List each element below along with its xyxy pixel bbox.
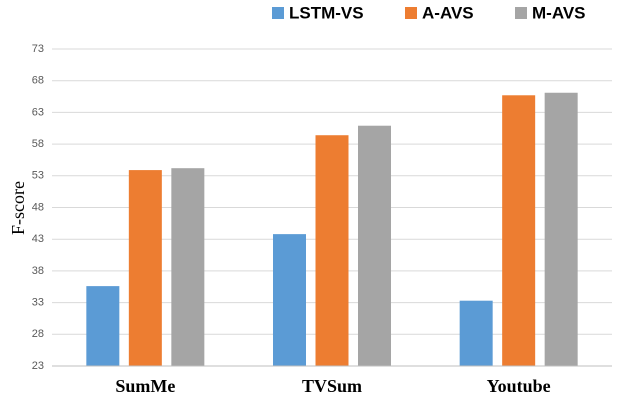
y-tick-label: 68 — [32, 75, 44, 87]
x-tick-label: TVSum — [302, 376, 362, 396]
y-tick-label: 58 — [32, 138, 44, 150]
y-tick-label: 38 — [32, 265, 44, 277]
bar — [273, 234, 306, 366]
bar — [358, 125, 391, 367]
y-tick-label: 63 — [32, 106, 44, 118]
y-tick-label: 53 — [32, 170, 44, 182]
x-tick-label: SumMe — [115, 376, 175, 396]
bar — [544, 92, 578, 366]
y-axis-label: F-score — [8, 181, 28, 235]
bar — [171, 168, 205, 366]
y-tick-label: 43 — [32, 233, 44, 245]
legend-swatch — [405, 7, 417, 19]
y-tick-label: 33 — [32, 297, 44, 309]
bar — [459, 300, 493, 366]
legend-label: A-AVS — [422, 3, 474, 22]
y-tick-label: 73 — [32, 43, 44, 55]
bar — [128, 170, 162, 366]
legend-label: M-AVS — [532, 3, 586, 22]
legend-label: LSTM-VS — [289, 3, 364, 22]
legend-swatch — [515, 7, 527, 19]
bar — [502, 95, 536, 367]
legend-swatch — [272, 7, 284, 19]
x-tick-label: Youtube — [487, 376, 551, 396]
y-tick-label: 23 — [32, 360, 44, 372]
y-tick-label: 48 — [32, 201, 44, 213]
bar — [315, 135, 349, 366]
y-tick-label: 28 — [32, 328, 44, 340]
bar — [86, 286, 120, 366]
